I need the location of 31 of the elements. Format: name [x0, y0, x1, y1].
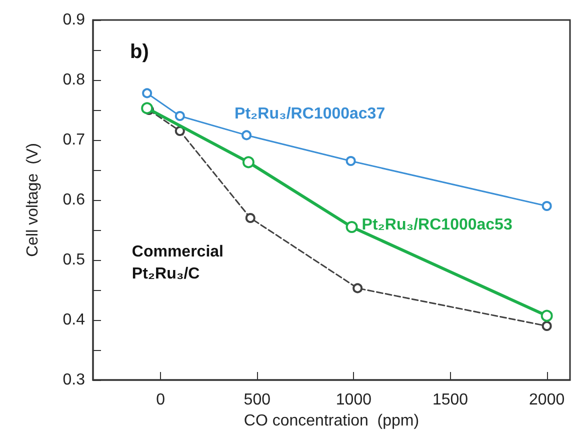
point: [174, 126, 185, 136]
point: [242, 156, 254, 168]
y-tick-label: 0.4: [62, 312, 86, 328]
y-tick-label: 0.7: [62, 132, 86, 148]
point: [540, 310, 553, 322]
text: Commercial Pt₂Ru₃/C: [132, 244, 224, 282]
point: [245, 213, 256, 223]
point: [346, 156, 356, 166]
point: [174, 111, 185, 121]
x-tick-label: 2000: [529, 392, 565, 408]
y-tick-label: 0.8: [62, 72, 86, 88]
annotation: b): [130, 41, 149, 63]
point: [142, 88, 152, 98]
y-tick-label: 0.9: [62, 12, 86, 28]
series-label: Pt₂Ru₃/RC1000ac53: [362, 216, 512, 234]
x-tick-label: 0: [156, 392, 166, 408]
y-axis-title: Cell voltage (V): [24, 143, 42, 257]
point: [346, 221, 358, 233]
x-tick-label: 500: [244, 392, 271, 408]
y-tick-label: 0.3: [62, 372, 86, 388]
point: [352, 283, 363, 294]
y-tick-label: 0.5: [62, 252, 86, 268]
y-tick-label: 0.6: [62, 192, 86, 208]
series-label: Pt₂Ru₃/RC1000ac37: [234, 106, 386, 123]
x-tick-label: 1500: [432, 392, 468, 408]
point: [242, 130, 252, 140]
x-axis-title: CO concentration (ppm): [244, 412, 420, 430]
point: [542, 201, 552, 211]
x-tick-label: 1000: [336, 392, 372, 408]
point: [542, 321, 552, 331]
point: [141, 102, 154, 114]
